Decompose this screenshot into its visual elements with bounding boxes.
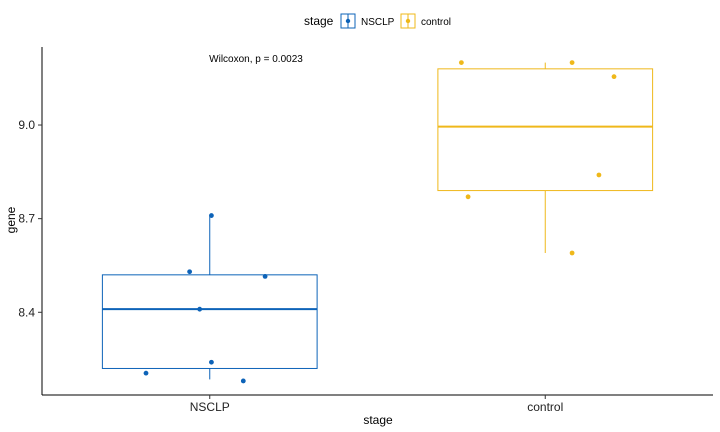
data-point-control bbox=[611, 74, 617, 80]
axes bbox=[41, 47, 713, 396]
plot-marks: 8.4 8.7 9.0 NSCLP control bbox=[18, 60, 654, 414]
legend-label-nsclp: NSCLP bbox=[361, 17, 395, 28]
box-nsclp bbox=[101, 274, 318, 369]
legend-label-control: control bbox=[421, 17, 451, 28]
data-point-nsclp bbox=[262, 273, 268, 279]
data-point-nsclp bbox=[240, 378, 246, 384]
y-tick-label: 8.7 bbox=[18, 212, 35, 226]
data-point-nsclp bbox=[209, 213, 214, 218]
box-control bbox=[437, 68, 654, 192]
data-point-nsclp bbox=[187, 269, 193, 275]
data-point-nsclp bbox=[143, 370, 149, 376]
x-axis-title: stage bbox=[363, 413, 393, 427]
data-point-control bbox=[458, 60, 464, 66]
y-tick-label: 8.4 bbox=[18, 305, 35, 319]
stat-annotation: Wilcoxon, p = 0.0023 bbox=[209, 54, 303, 65]
data-point-control bbox=[569, 250, 575, 256]
legend-key-control bbox=[400, 13, 416, 29]
y-axis-title: gene bbox=[4, 206, 18, 233]
x-tick-label: NSCLP bbox=[190, 400, 230, 414]
data-point-nsclp bbox=[197, 306, 203, 312]
legend-key-nsclp bbox=[340, 13, 356, 29]
x-tick-label: control bbox=[527, 400, 563, 414]
data-point-control bbox=[596, 172, 602, 178]
data-point-control bbox=[569, 60, 575, 66]
y-tick-label: 9.0 bbox=[18, 118, 35, 132]
data-point-control bbox=[465, 194, 471, 200]
data-point-nsclp bbox=[209, 359, 214, 365]
legend-title: stage bbox=[304, 14, 334, 28]
legend: stage NSCLP control bbox=[304, 13, 451, 29]
